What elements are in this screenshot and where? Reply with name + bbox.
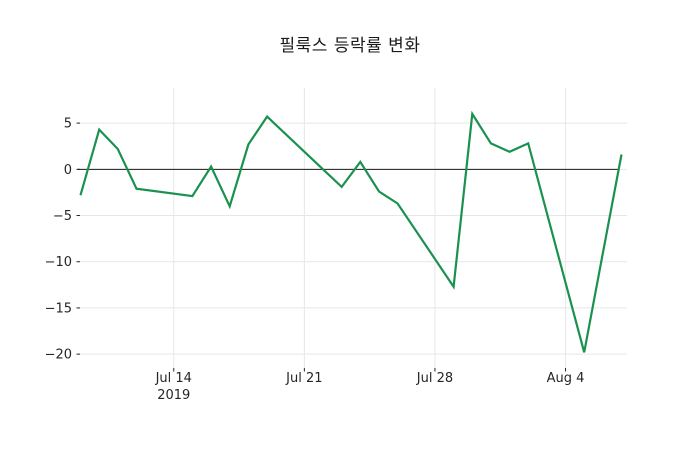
y-tick-label: −5 [53, 209, 72, 224]
chart-title: 필룩스 등락률 변화 [279, 36, 421, 56]
y-tick-label: 0 [64, 163, 72, 178]
x-tick-label: Aug 4 [547, 371, 585, 386]
y-tick-label: −20 [45, 348, 72, 363]
x-tick-year-label: 2019 [157, 388, 190, 403]
y-tick-label: −10 [45, 255, 72, 270]
y-tick-label: 5 [64, 117, 72, 132]
x-tick-label: Jul 21 [285, 371, 322, 386]
x-tick-label: Jul 14 [155, 371, 192, 386]
y-tick-label: −15 [45, 301, 72, 316]
x-tick-label: Jul 28 [416, 371, 453, 386]
series-line [79, 110, 623, 353]
